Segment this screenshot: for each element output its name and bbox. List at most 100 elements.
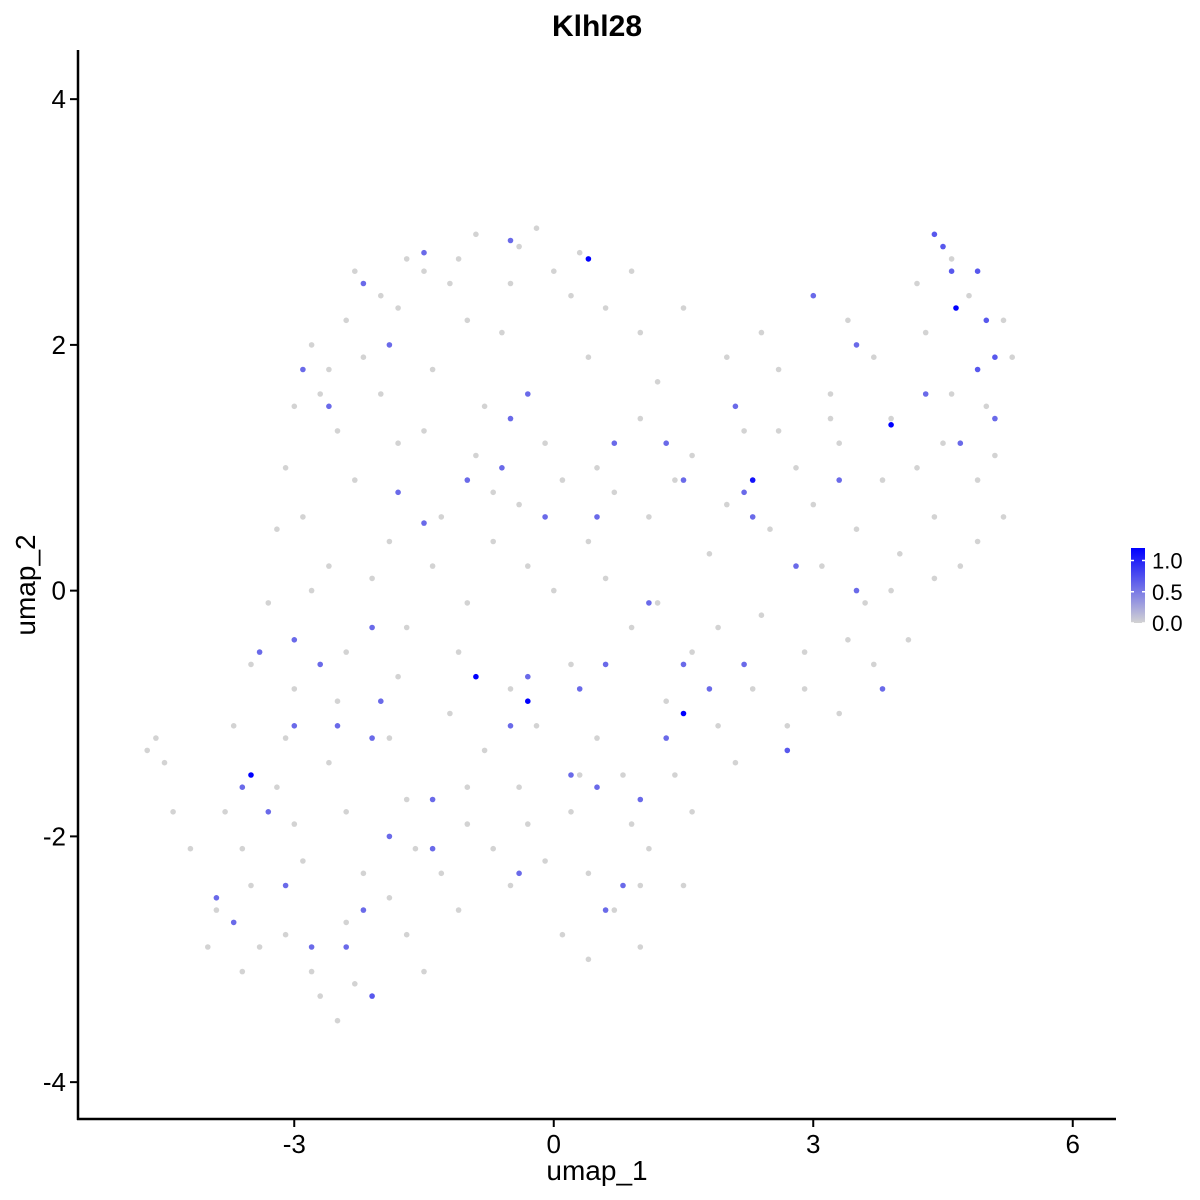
cell-point bbox=[628, 268, 635, 275]
cell-point bbox=[637, 882, 644, 889]
cell-point bbox=[542, 858, 548, 864]
cell-point bbox=[576, 772, 583, 778]
cell-point bbox=[334, 428, 341, 434]
cell-point bbox=[992, 452, 998, 459]
cell-point bbox=[291, 821, 298, 827]
expressing-cell-point bbox=[576, 686, 583, 692]
cell-point bbox=[888, 587, 894, 594]
cell-point bbox=[153, 735, 159, 741]
expressing-cell-point bbox=[741, 489, 747, 496]
expressing-cell-point bbox=[360, 280, 367, 287]
cell-point bbox=[481, 403, 488, 410]
expressing-cell-point bbox=[516, 870, 522, 877]
expressing-cell-point bbox=[464, 477, 471, 483]
cell-point bbox=[637, 329, 644, 336]
cell-point bbox=[827, 391, 834, 397]
cell-point bbox=[516, 784, 522, 790]
cell-point bbox=[447, 280, 453, 287]
cell-point bbox=[551, 268, 557, 275]
cell-point bbox=[525, 563, 531, 569]
y-tick-label: -2 bbox=[43, 821, 66, 851]
expressing-cell-point bbox=[974, 268, 981, 275]
cell-point bbox=[326, 759, 332, 766]
cell-point bbox=[395, 673, 401, 680]
expressing-cell-point bbox=[507, 237, 514, 244]
cell-point bbox=[369, 575, 375, 582]
data-points bbox=[144, 225, 1015, 1024]
cell-point bbox=[611, 907, 618, 913]
cell-point bbox=[343, 809, 350, 815]
cell-point bbox=[836, 440, 842, 447]
expressing-cell-point bbox=[594, 514, 600, 520]
expressing-cell-point bbox=[568, 772, 574, 778]
cell-point bbox=[421, 968, 427, 975]
cell-point bbox=[966, 292, 972, 299]
cell-point bbox=[429, 366, 436, 373]
expressing-cell-point bbox=[369, 735, 375, 741]
cell-point bbox=[403, 624, 410, 631]
expressing-cell-point bbox=[230, 919, 237, 926]
expressing-cell-point bbox=[957, 440, 964, 447]
cell-point bbox=[845, 317, 851, 324]
cell-point bbox=[931, 575, 938, 582]
expressing-cell-point bbox=[248, 772, 254, 778]
expressing-cell-point bbox=[542, 514, 548, 520]
y-tick-label: 2 bbox=[52, 330, 66, 360]
cell-point bbox=[516, 501, 522, 508]
expressing-cell-point bbox=[525, 391, 531, 397]
cell-point bbox=[732, 759, 739, 766]
cell-point bbox=[274, 526, 280, 532]
expressing-cell-point bbox=[602, 907, 609, 913]
cell-point bbox=[810, 501, 817, 508]
expressing-cell-point bbox=[749, 477, 756, 483]
expressing-cell-point bbox=[429, 845, 436, 852]
expressing-cell-point bbox=[706, 686, 713, 692]
cell-point bbox=[464, 317, 471, 324]
chart-title: Klhl28 bbox=[552, 10, 642, 43]
cell-point bbox=[715, 723, 721, 729]
cell-point bbox=[317, 391, 324, 397]
cell-point bbox=[611, 489, 618, 496]
cell-point bbox=[291, 403, 298, 410]
cell-point bbox=[334, 1017, 341, 1024]
expressing-cell-point bbox=[931, 231, 938, 238]
cell-point bbox=[455, 649, 462, 655]
expressing-cell-point bbox=[680, 710, 687, 717]
cell-point bbox=[516, 243, 522, 250]
cell-point bbox=[654, 379, 661, 385]
cell-point bbox=[914, 280, 920, 287]
cell-point bbox=[343, 919, 350, 926]
cell-point bbox=[628, 821, 635, 827]
cell-point bbox=[871, 354, 877, 361]
cell-point bbox=[438, 514, 445, 520]
cell-point bbox=[724, 354, 730, 361]
expressing-cell-point bbox=[525, 698, 531, 704]
cell-point bbox=[205, 944, 211, 950]
cell-point bbox=[559, 931, 566, 938]
expressing-cell-point bbox=[429, 796, 436, 803]
cell-point bbox=[680, 882, 687, 889]
cell-point bbox=[845, 637, 851, 643]
cell-point bbox=[758, 329, 765, 336]
cell-point bbox=[308, 342, 315, 348]
cell-point bbox=[836, 710, 842, 717]
cell-point bbox=[689, 649, 695, 655]
expressing-cell-point bbox=[213, 895, 220, 901]
expressing-cell-point bbox=[948, 268, 955, 275]
expressing-cell-point bbox=[741, 661, 747, 668]
cell-point bbox=[672, 477, 678, 483]
cell-point bbox=[914, 465, 920, 471]
cell-point bbox=[403, 796, 410, 803]
cell-point bbox=[706, 551, 713, 557]
cell-point bbox=[862, 600, 868, 606]
expressing-cell-point bbox=[473, 673, 479, 680]
cell-point bbox=[793, 465, 799, 471]
expressing-cell-point bbox=[507, 415, 514, 422]
cell-point bbox=[161, 759, 168, 766]
cell-point bbox=[646, 514, 652, 520]
cell-point bbox=[801, 649, 808, 655]
expressing-cell-point bbox=[308, 944, 315, 950]
cell-point bbox=[1000, 317, 1007, 324]
expressing-cell-point bbox=[507, 723, 514, 729]
